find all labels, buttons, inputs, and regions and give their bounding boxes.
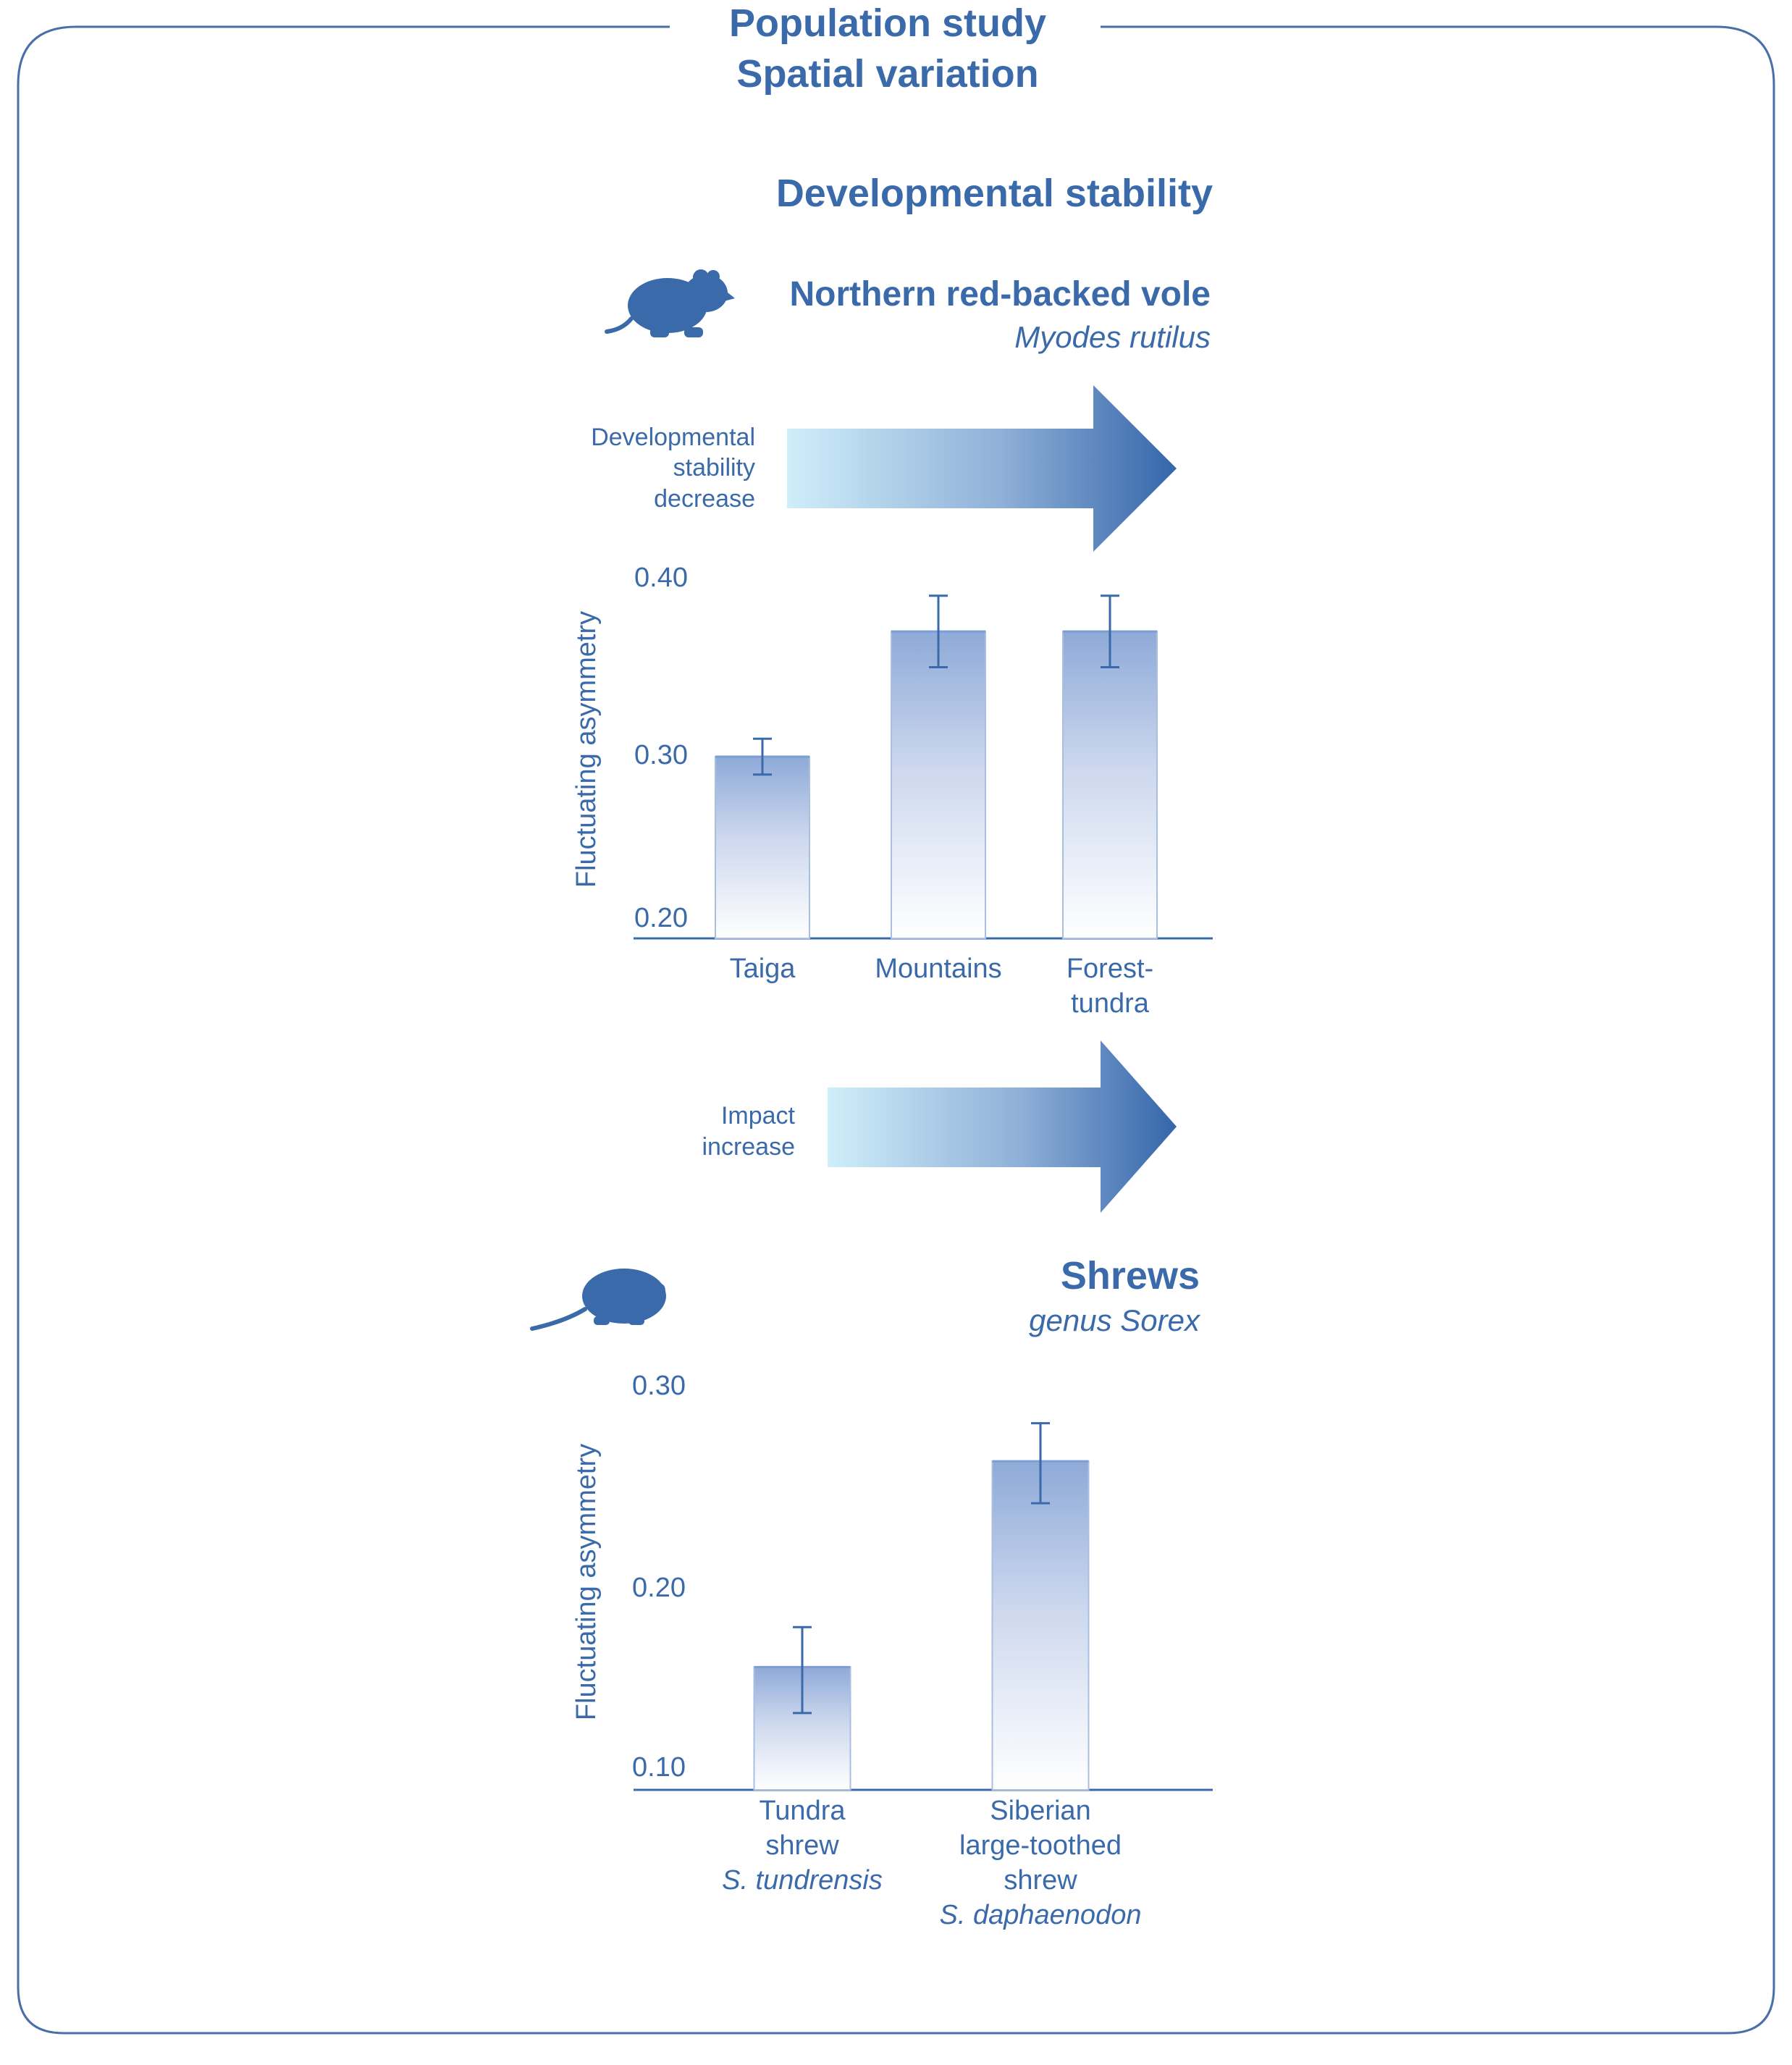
arrow1-label-line1: Developmental	[591, 424, 755, 451]
category-label: S. daphaenodon	[940, 1900, 1142, 1930]
arrow2-label-line1: Impact	[721, 1102, 796, 1130]
arrow-stability-decrease: Developmental stability decrease	[591, 385, 1177, 552]
vole-chart: 0.20 0.30 0.40 Fluctuating asymmetry Taiga Mo…	[571, 563, 1213, 1019]
y-tick-label: 0.20	[632, 1573, 686, 1603]
bar	[715, 756, 810, 939]
y-axis-label: Fluctuating asymmetry	[571, 611, 602, 888]
category-label: S. tundrensis	[722, 1865, 883, 1896]
category-label: shrew	[1004, 1865, 1077, 1896]
arrow2-label-line2: increase	[702, 1133, 795, 1161]
section-title: Developmental stability	[776, 172, 1213, 215]
y-tick-label: 0.30	[634, 740, 688, 770]
category-label: Mountains	[875, 954, 1001, 984]
bar	[891, 631, 986, 939]
outer-frame	[17, 25, 1775, 2035]
vole-latin-name: Myodes rutilus	[1014, 320, 1211, 354]
category-label: Siberian	[990, 1796, 1090, 1826]
shrew-icon	[530, 1269, 666, 1331]
arrow1-label-line2: stability	[673, 454, 755, 481]
y-tick-label: 0.20	[634, 903, 688, 933]
shrew-common-name: Shrews	[1061, 1254, 1200, 1298]
category-label: Taiga	[730, 954, 796, 984]
vole-common-name: Northern red-backed vole	[790, 275, 1211, 314]
category-label: shrew	[765, 1830, 839, 1861]
header-title-line2: Spatial variation	[736, 52, 1038, 96]
category-label: large-toothed	[959, 1830, 1122, 1861]
shrew-latin-name: genus Sorex	[1029, 1303, 1201, 1337]
y-tick-label: 0.40	[634, 563, 688, 593]
arrow1-label-line3: decrease	[654, 485, 755, 513]
header-title-line1: Population study	[729, 1, 1046, 45]
y-axis-label: Fluctuating asymmetry	[571, 1444, 602, 1720]
vole-icon	[605, 269, 735, 337]
category-label: Tundra	[760, 1796, 846, 1826]
shrew-chart: 0.10 0.20 0.30 Fluctuating asymmetry Tundra s…	[571, 1371, 1213, 1930]
arrow-impact-increase: Impact increase	[702, 1040, 1177, 1213]
y-tick-label: 0.10	[632, 1752, 686, 1783]
category-label: Forest-	[1067, 954, 1153, 984]
bar	[1062, 631, 1158, 939]
y-tick-label: 0.30	[632, 1371, 686, 1401]
bar	[991, 1460, 1090, 1791]
category-label: tundra	[1071, 988, 1150, 1019]
